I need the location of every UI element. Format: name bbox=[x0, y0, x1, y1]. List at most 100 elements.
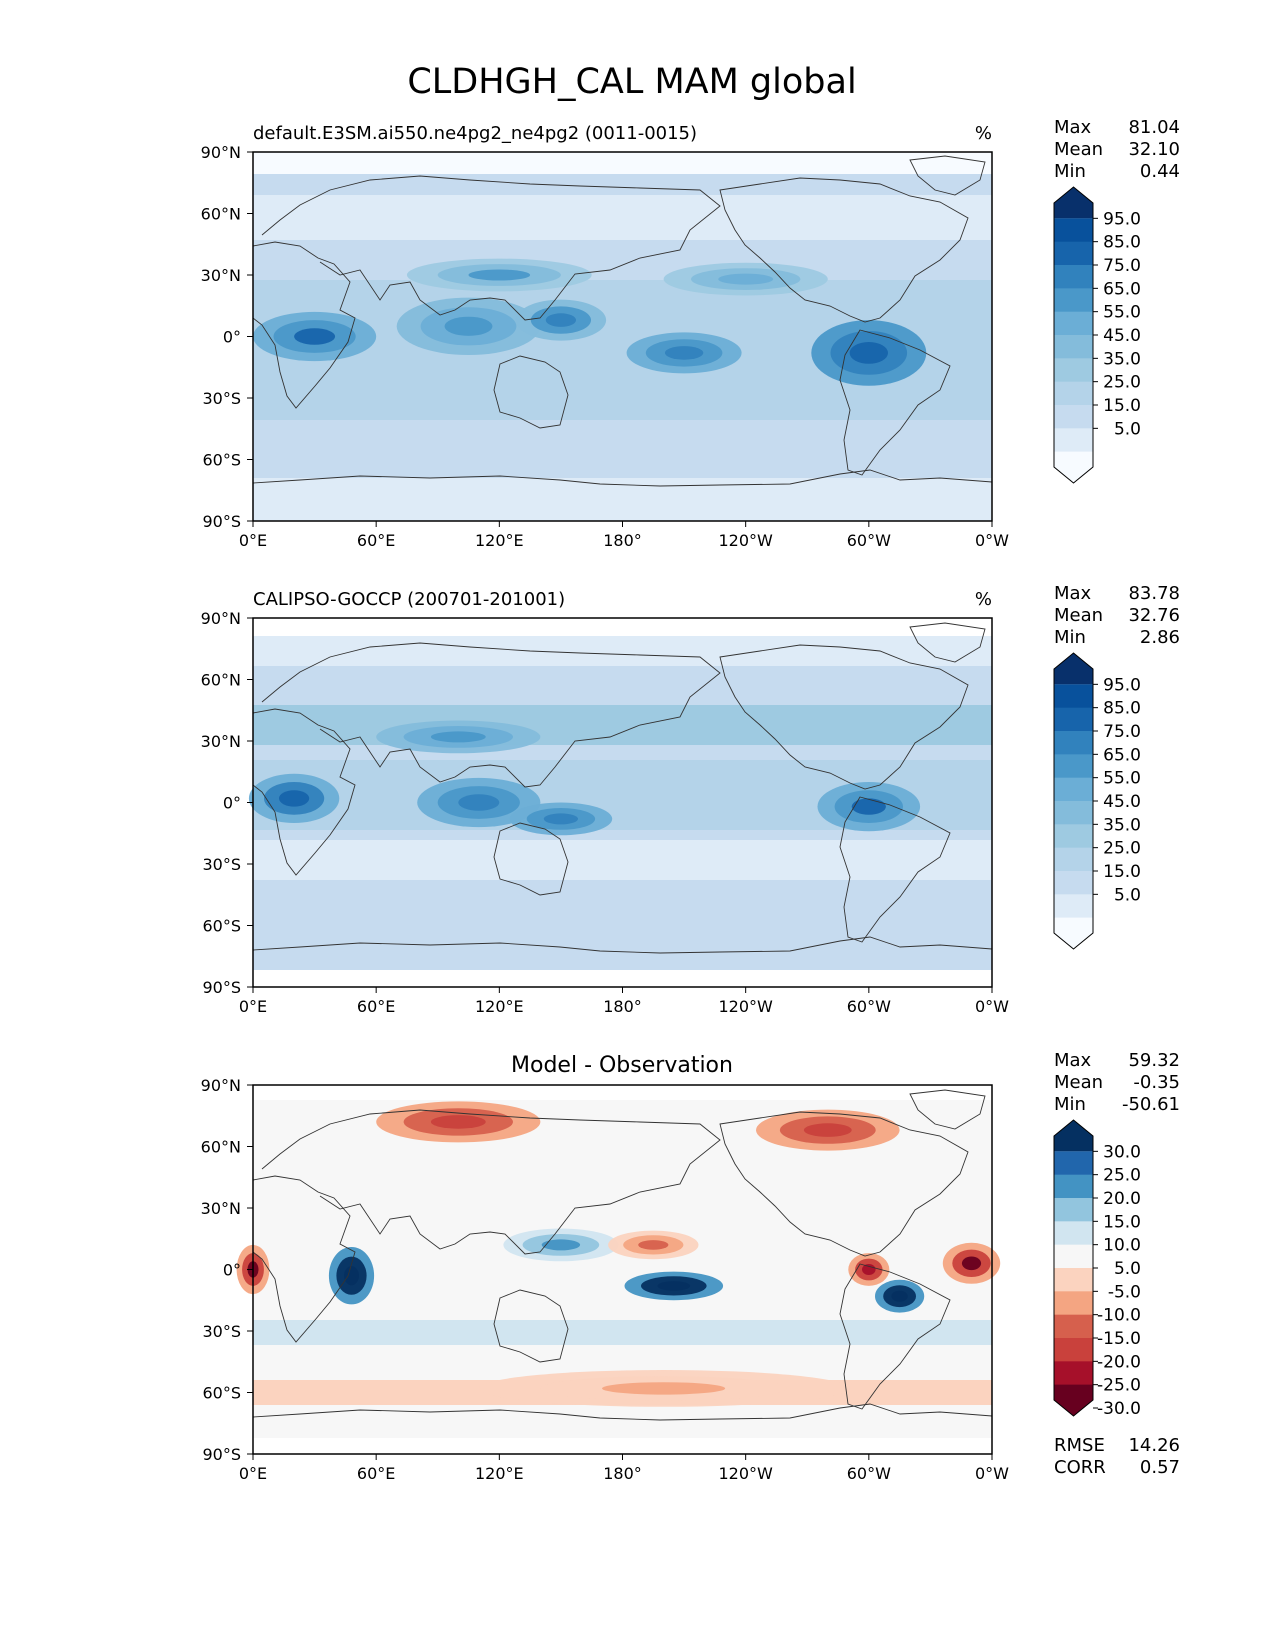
colorbar-label: 45.0 bbox=[1103, 792, 1141, 812]
colorbar-segment bbox=[1054, 1198, 1093, 1222]
colorbar-segment bbox=[1054, 1268, 1093, 1292]
panel-test: default.E3SM.ai550.ne4pg2_ne4pg2 (0011-0… bbox=[201, 123, 1010, 550]
stat-value: 32.76 bbox=[1128, 605, 1180, 626]
colorbar-label: 25.0 bbox=[1103, 373, 1141, 393]
y-tick-label: 60°S bbox=[202, 451, 241, 470]
field-contour bbox=[294, 328, 336, 345]
stats-reference: Max 83.78 Mean 32.76 Min 2.86 bbox=[1054, 583, 1180, 648]
x-tick-label: 0°W bbox=[975, 531, 1009, 550]
colorbar-segment bbox=[1054, 894, 1093, 919]
colorbar-outline bbox=[1053, 1119, 1094, 1417]
field-contour bbox=[657, 1281, 691, 1291]
stat-label: Min bbox=[1054, 161, 1086, 182]
x-tick-label: 0°W bbox=[975, 1464, 1009, 1483]
australia-outline bbox=[493, 355, 569, 429]
colorbar-label: 85.0 bbox=[1103, 699, 1141, 719]
x-tick-label: 60°E bbox=[357, 997, 395, 1016]
y-tick-label: 60°N bbox=[201, 1138, 241, 1157]
colorbar-label: 35.0 bbox=[1103, 815, 1141, 835]
colorbar-label: 5.0 bbox=[1114, 419, 1141, 439]
x-tick-label: 60°E bbox=[357, 531, 395, 550]
colorbar-segment bbox=[1054, 335, 1093, 359]
africa-outline bbox=[252, 241, 356, 409]
panel-title: default.E3SM.ai550.ne4pg2_ne4pg2 (0011-0… bbox=[253, 123, 697, 144]
field-contour bbox=[545, 313, 577, 327]
colorbar-label: -5.0 bbox=[1108, 1282, 1141, 1302]
colorbar-segment bbox=[1054, 358, 1093, 383]
colorbar-diff: 30.0 25.0 20.0 15.0 10.0 5.0 -5.0 -10.0 -15.0 -20… bbox=[1053, 1119, 1141, 1419]
colorbar-label: -20.0 bbox=[1097, 1352, 1141, 1372]
colorbar-segment bbox=[1054, 1244, 1093, 1269]
y-tick-label: 60°S bbox=[202, 917, 241, 936]
colorbar-label: 95.0 bbox=[1103, 209, 1141, 229]
y-tick-label: 90°S bbox=[202, 1445, 241, 1464]
y-tick-label: 30°S bbox=[202, 389, 241, 408]
colorbar-segment bbox=[1054, 684, 1093, 709]
colorbar-segment bbox=[1054, 1361, 1093, 1386]
field-contour bbox=[851, 798, 886, 815]
colorbar-segment bbox=[1054, 1221, 1093, 1246]
colorbar-label: 55.0 bbox=[1103, 769, 1141, 789]
colorbar-label: 30.0 bbox=[1103, 1142, 1141, 1162]
field-contour bbox=[444, 316, 493, 336]
field-contour bbox=[430, 1115, 486, 1129]
greenland-outline bbox=[909, 1089, 986, 1130]
x-tick-label: 180° bbox=[603, 1464, 642, 1483]
y-tick-label: 60°N bbox=[201, 205, 241, 224]
colorbar-extend-bottom bbox=[1054, 451, 1093, 483]
field-contour bbox=[891, 1290, 908, 1302]
y-tick-label: 90°S bbox=[202, 978, 241, 997]
africa-outline bbox=[252, 1175, 356, 1343]
stat-label: Max bbox=[1054, 583, 1092, 604]
y-tick-label: 30°S bbox=[202, 1322, 241, 1341]
x-tick-label: 0°E bbox=[239, 1464, 267, 1483]
stats-diff: Max 59.32 Mean -0.35 Min -50.61 RMSE 14.… bbox=[1054, 1050, 1180, 1478]
stat-label: Max bbox=[1054, 117, 1092, 138]
x-tick-label: 120°W bbox=[718, 997, 773, 1016]
south-america-outline bbox=[839, 329, 951, 476]
corr-label: CORR bbox=[1054, 1457, 1106, 1478]
stat-value: 83.78 bbox=[1128, 583, 1180, 604]
field-contour bbox=[602, 1382, 726, 1395]
colorbar-segment bbox=[1054, 824, 1093, 849]
colorbar-segment bbox=[1054, 428, 1093, 453]
australia-outline bbox=[493, 822, 569, 896]
x-tick-label: 60°E bbox=[357, 1464, 395, 1483]
zonal-band-arctic bbox=[253, 152, 992, 174]
colorbar-label: 75.0 bbox=[1103, 256, 1141, 276]
colorbar-segment bbox=[1054, 1314, 1093, 1339]
field-contour bbox=[458, 794, 500, 811]
colorbar-segment bbox=[1054, 1291, 1093, 1316]
x-tick-label: 0°E bbox=[239, 997, 267, 1016]
colorbar-label: 15.0 bbox=[1103, 862, 1141, 882]
colorbar-segment bbox=[1054, 1338, 1093, 1362]
field-contour bbox=[849, 342, 888, 364]
field-contour bbox=[803, 1123, 852, 1137]
y-tick-label: 60°N bbox=[201, 671, 241, 690]
stat-label: Max bbox=[1054, 1050, 1092, 1071]
colorbar-segment bbox=[1054, 801, 1093, 825]
y-tick-label: 30°S bbox=[202, 855, 241, 874]
x-tick-label: 120°E bbox=[475, 1464, 524, 1483]
greenland-outline bbox=[909, 622, 986, 663]
colorbar-test: 95.0 85.0 75.0 65.0 55.0 45.0 35.0 25.0 15.0 5.0 bbox=[1053, 186, 1141, 484]
y-tick-label: 90°N bbox=[201, 609, 241, 628]
south-america-outline bbox=[839, 1263, 951, 1410]
colorbar-label: 55.0 bbox=[1103, 303, 1141, 323]
eurasia-outline bbox=[261, 175, 721, 321]
colorbar-segment bbox=[1054, 871, 1093, 895]
stat-value: 59.32 bbox=[1128, 1050, 1180, 1071]
colorbar-label: -15.0 bbox=[1097, 1329, 1141, 1349]
continent-outlines bbox=[252, 622, 993, 954]
colorbar-label: 95.0 bbox=[1103, 675, 1141, 695]
field-contour bbox=[344, 1266, 359, 1286]
panel-title: CALIPSO-GOCCP (200701-201001) bbox=[253, 589, 565, 610]
colorbar-label: -30.0 bbox=[1097, 1399, 1141, 1419]
stat-value: 81.04 bbox=[1128, 117, 1180, 138]
colorbar-segment bbox=[1054, 707, 1093, 732]
colorbar-label: -25.0 bbox=[1097, 1376, 1141, 1396]
y-tick-label: 30°N bbox=[201, 1199, 241, 1218]
colorbar-segment bbox=[1054, 381, 1093, 406]
x-tick-label: 120°W bbox=[718, 1464, 773, 1483]
stat-value: 2.86 bbox=[1140, 627, 1180, 648]
